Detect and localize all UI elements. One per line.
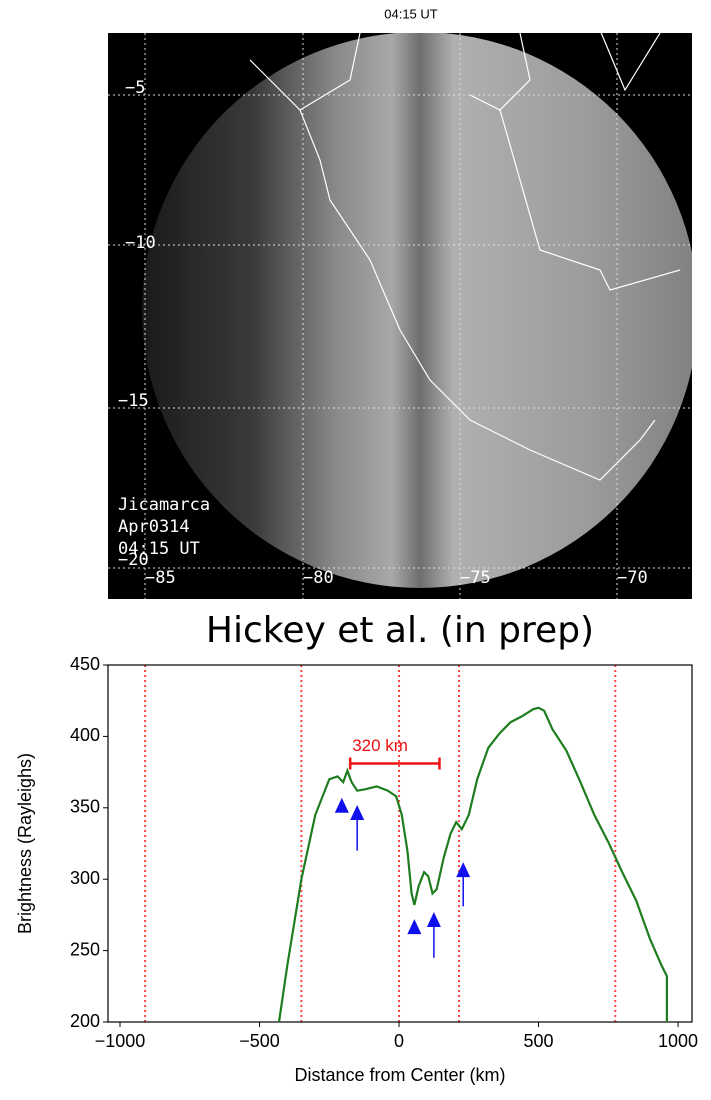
x-tick-label: 1000 (658, 1031, 698, 1051)
lat-label: −20 (118, 550, 149, 570)
arrow-head (426, 912, 441, 928)
span-label: 320 km (352, 736, 408, 755)
caption-line: Jicamarca (118, 495, 210, 515)
caption-line: Apr0314 (118, 517, 190, 537)
arrow-head (456, 862, 471, 878)
chart: 200 250 300 350 400 450 −1000 −500 0 500 1000 Dista… (15, 654, 698, 1085)
map-grid (108, 33, 692, 599)
x-tick-label: 500 (524, 1031, 554, 1051)
arrow-head (334, 797, 349, 813)
x-axis-label: Distance from Center (km) (294, 1065, 505, 1085)
x-tick-label: −1000 (95, 1031, 146, 1051)
y-tick-label: 250 (70, 939, 100, 959)
lon-label: −80 (303, 568, 334, 588)
y-tick-label: 350 (70, 797, 100, 817)
data-line (277, 706, 668, 1023)
y-tick-label: 300 (70, 868, 100, 888)
credit: Hickey et al. (in prep) (206, 610, 594, 651)
image-title: 04:15 UT (384, 6, 438, 21)
plot-frame (107, 664, 693, 1023)
lon-label: −85 (145, 568, 176, 588)
y-tick-label: 400 (70, 725, 100, 745)
lon-label: −75 (460, 568, 491, 588)
y-axis-label: Brightness (Rayleighs) (15, 753, 35, 934)
arrow-head (407, 919, 422, 935)
lon-label: −70 (617, 568, 648, 588)
y-tick-label: 450 (70, 654, 100, 674)
sky-image (108, 33, 692, 599)
y-tick-label: 200 (70, 1011, 100, 1031)
sky-disk (142, 33, 692, 588)
lat-label: −10 (125, 233, 156, 253)
lat-label: −5 (125, 78, 145, 98)
lat-label: −15 (118, 391, 149, 411)
x-tick-label: 0 (394, 1031, 404, 1051)
caption-line: 04:15 UT (118, 539, 200, 559)
arrow-head (350, 804, 365, 820)
x-tick-label: −500 (239, 1031, 280, 1051)
